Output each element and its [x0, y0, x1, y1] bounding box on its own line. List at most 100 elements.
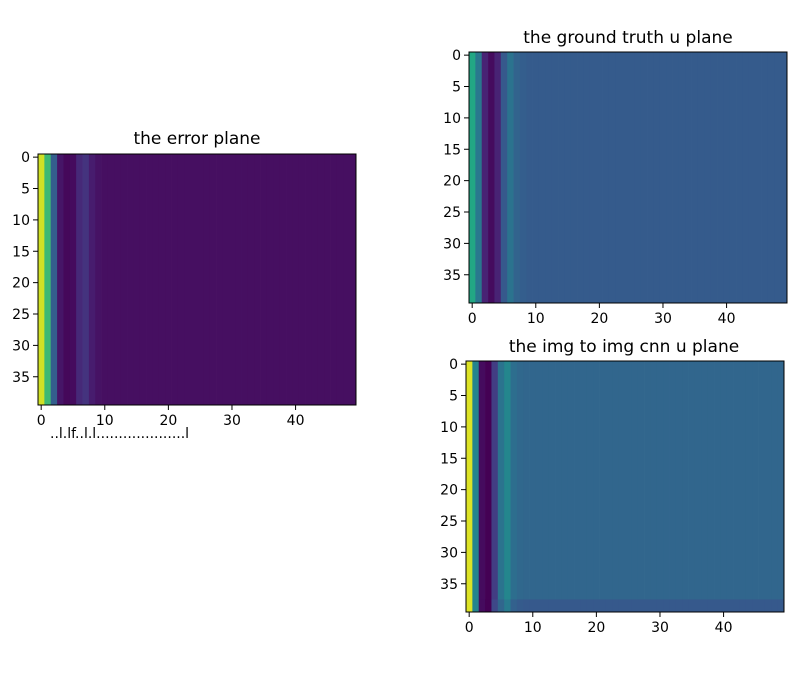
- cnn-heatmap-column-20: [593, 361, 600, 612]
- error-heatmap-column-31: [235, 154, 242, 405]
- cnn-lower-band-cell-25: [625, 599, 632, 612]
- cnn-heatmap-column-1: [472, 361, 480, 612]
- error-y-tick-label-20: 20: [12, 276, 30, 292]
- cnn-heatmap-column-11: [535, 361, 543, 612]
- truth-heatmap-column-40: [723, 52, 731, 303]
- truth-x-tick-label-0: 0: [468, 311, 477, 327]
- error-heatmap-column-27: [209, 154, 217, 405]
- error-x-tick-label-40: 40: [287, 413, 305, 429]
- error-x-tick-label-20: 20: [159, 413, 177, 429]
- truth-heatmap-column-7: [513, 52, 521, 303]
- error-heatmap-column-4: [63, 154, 71, 405]
- cnn-lower-band-cell-46: [758, 599, 766, 612]
- error-plane-frame: [37, 153, 357, 406]
- cnn-y-tick-label-0: 0: [449, 357, 458, 373]
- cnn-lower-band-cell-41: [726, 599, 734, 612]
- error-heatmap-column-6: [76, 154, 83, 405]
- error-heatmap-column-8: [88, 154, 96, 405]
- error-heatmap-column-15: [133, 154, 141, 405]
- cnn-lower-band-cell-9: [523, 599, 530, 612]
- error-heatmap-column-5: [69, 154, 77, 405]
- ground-truth-u-plane-chart: the ground truth u plane 05101520253035 …: [443, 28, 788, 327]
- cnn-lower-band-cell-44: [745, 599, 753, 612]
- cnn-heatmap-column-21: [599, 361, 607, 612]
- cnn-lower-band-cell-10: [529, 599, 537, 612]
- cnn-heatmap-column-19: [586, 361, 594, 612]
- truth-heatmap-column-49: [780, 52, 788, 303]
- truth-y-tick-label-5: 5: [452, 80, 461, 96]
- truth-heatmap-column-21: [602, 52, 610, 303]
- cnn-heatmap-column-10: [529, 361, 537, 612]
- error-heatmap-column-13: [120, 154, 128, 405]
- cnn-y-tick-label-10: 10: [440, 420, 458, 436]
- error-plane-heatmap: [38, 154, 357, 405]
- cnn-lower-band-cell-45: [752, 599, 759, 612]
- error-plane-y-axis: 0 5 10 15 20 25 30 35: [12, 150, 38, 386]
- error-plane-overlap-text: ..l.lf..l.l....................l: [50, 426, 189, 442]
- cnn-x-tick-label-30: 30: [651, 620, 669, 636]
- error-heatmap-column-23: [184, 154, 191, 405]
- truth-heatmap-column-13: [551, 52, 559, 303]
- truth-heatmap-column-28: [647, 52, 654, 303]
- error-heatmap-column-40: [292, 154, 300, 405]
- truth-heatmap-column-0: [469, 52, 476, 303]
- cnn-y-tick-label-30: 30: [440, 545, 458, 561]
- cnn-heatmap-column-9: [523, 361, 530, 612]
- cnn-lower-band-cell-3: [485, 599, 492, 612]
- truth-x-tick-label-30: 30: [654, 311, 672, 327]
- cnn-heatmap-column-28: [644, 361, 651, 612]
- error-heatmap-column-48: [343, 154, 350, 405]
- error-heatmap-column-33: [247, 154, 255, 405]
- error-y-tick-label-5: 5: [21, 182, 30, 198]
- error-heatmap-column-3: [57, 154, 64, 405]
- cnn-x-tick-label-40: 40: [715, 620, 733, 636]
- error-heatmap-column-41: [298, 154, 306, 405]
- cnn-y-tick-label-15: 15: [440, 451, 458, 467]
- error-heatmap-column-39: [286, 154, 293, 405]
- error-heatmap-column-47: [336, 154, 344, 405]
- cnn-lower-band-cell-30: [656, 599, 664, 612]
- cnn-heatmap-column-29: [650, 361, 658, 612]
- cnn-plane-title: the img to img cnn u plane: [509, 337, 739, 357]
- truth-x-tick-label-40: 40: [718, 311, 736, 327]
- cnn-lower-band-cell-31: [663, 599, 670, 612]
- truth-x-tick-label-10: 10: [527, 311, 545, 327]
- error-y-tick-label-30: 30: [12, 338, 30, 354]
- error-heatmap-column-16: [139, 154, 147, 405]
- cnn-heatmap-column-44: [745, 361, 753, 612]
- error-heatmap-column-20: [165, 154, 172, 405]
- truth-heatmap-column-34: [685, 52, 692, 303]
- cnn-heatmap-column-4: [491, 361, 499, 612]
- cnn-lower-band-cell-48: [771, 599, 778, 612]
- error-heatmap-column-32: [241, 154, 249, 405]
- truth-heatmap-column-8: [519, 52, 527, 303]
- cnn-plane-heatmap: [466, 361, 785, 612]
- cnn-lower-band-cell-17: [574, 599, 581, 612]
- cnn-lower-band-cell-33: [675, 599, 683, 612]
- truth-heatmap-column-25: [628, 52, 635, 303]
- cnn-lower-band-cell-12: [542, 599, 550, 612]
- cnn-heatmap-column-35: [688, 361, 696, 612]
- cnn-y-tick-label-35: 35: [440, 577, 458, 593]
- cnn-lower-band-cell-22: [605, 599, 613, 612]
- truth-heatmap-column-36: [697, 52, 705, 303]
- truth-y-tick-label-0: 0: [452, 48, 461, 64]
- error-heatmap-column-25: [197, 154, 204, 405]
- cnn-lower-band-cell-15: [561, 599, 569, 612]
- truth-heatmap-column-6: [507, 52, 514, 303]
- error-heatmap-column-26: [203, 154, 211, 405]
- cnn-x-tick-label-20: 20: [587, 620, 605, 636]
- truth-heatmap-column-32: [672, 52, 680, 303]
- cnn-heatmap-column-14: [555, 361, 562, 612]
- error-y-tick-label-35: 35: [12, 370, 30, 386]
- cnn-lower-band-cell-21: [599, 599, 607, 612]
- truth-heatmap-column-9: [526, 52, 533, 303]
- truth-heatmap-column-42: [736, 52, 743, 303]
- error-y-tick-label-10: 10: [12, 213, 30, 229]
- cnn-heatmap-column-2: [478, 361, 486, 612]
- truth-y-tick-label-15: 15: [443, 142, 461, 158]
- cnn-lower-band-cell-13: [548, 599, 556, 612]
- truth-heatmap-column-1: [475, 52, 483, 303]
- cnn-lower-band-cell-2: [478, 599, 486, 612]
- cnn-lower-band-cell-23: [612, 599, 619, 612]
